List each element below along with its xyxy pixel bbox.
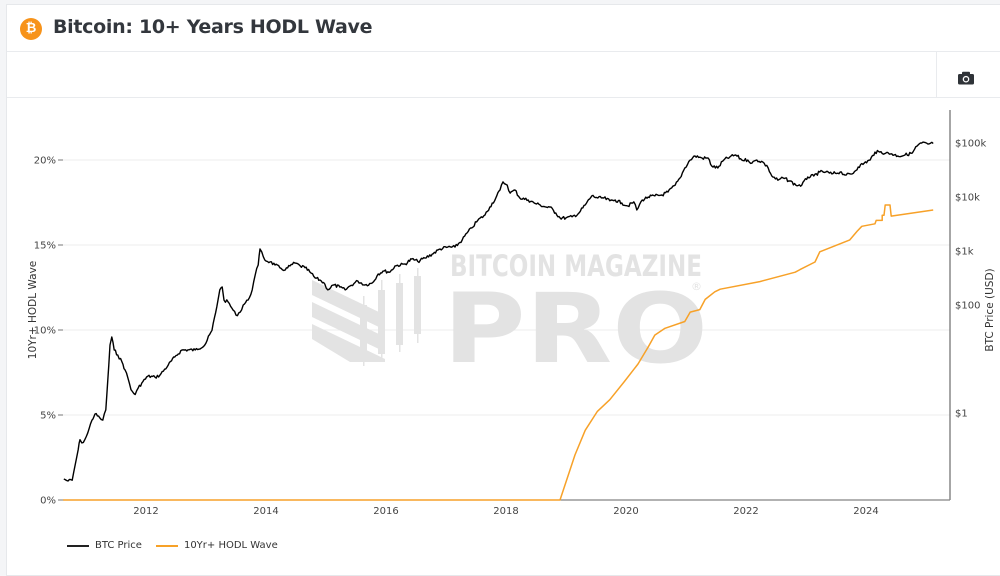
chart-card: ₿ Bitcoin: 10+ Years HODL Wave bbox=[6, 4, 1000, 576]
camera-icon bbox=[958, 71, 974, 85]
toolbar-divider bbox=[936, 52, 937, 97]
legend-swatch-btc-price bbox=[67, 544, 89, 547]
chart-toolbar bbox=[7, 52, 1000, 98]
legend-swatch-hodl-wave bbox=[155, 544, 178, 547]
x-tick-label: 2024 bbox=[853, 506, 878, 517]
x-tick-label: 2014 bbox=[253, 506, 278, 517]
legend-item-hodl-wave[interactable]: 10Yr+ HODL Wave bbox=[155, 540, 278, 551]
watermark-text-line2: PRO bbox=[443, 273, 708, 385]
watermark-logo-icon bbox=[312, 268, 421, 366]
x-tick-label: 2020 bbox=[613, 506, 638, 517]
bitcoin-logo-icon: ₿ bbox=[20, 18, 42, 40]
x-tick-label: 2016 bbox=[373, 506, 398, 517]
y-tick-label: 5% bbox=[40, 411, 56, 422]
screenshot-button[interactable] bbox=[957, 70, 987, 90]
y2-tick-label: $1k bbox=[955, 247, 974, 258]
y-tick-label: 15% bbox=[34, 241, 56, 252]
y2-tick-label: $100 bbox=[955, 301, 980, 312]
y-tick-label: 20% bbox=[34, 156, 56, 167]
legend-label: BTC Price bbox=[95, 540, 142, 551]
page-title: Bitcoin: 10+ Years HODL Wave bbox=[53, 16, 373, 38]
x-tick-label: 2018 bbox=[493, 506, 518, 517]
legend-item-btc-price[interactable]: BTC Price bbox=[67, 540, 142, 551]
y-tick-label: 10% bbox=[34, 326, 56, 337]
watermark: BITCOIN MAGAZINE PRO ® bbox=[312, 249, 708, 385]
series-line-btc-price bbox=[63, 141, 934, 482]
series-line-hodl-wave bbox=[63, 204, 934, 501]
x-tick-label: 2022 bbox=[733, 506, 758, 517]
y2-tick-label: $10k bbox=[955, 193, 980, 204]
y2-tick-label: $1 bbox=[955, 409, 968, 420]
y-axis-title: 10Yr+ HODL Wave bbox=[27, 261, 39, 359]
series-group bbox=[63, 141, 934, 501]
watermark-registered-mark: ® bbox=[691, 280, 702, 293]
legend: BTC Price 10Yr+ HODL Wave bbox=[67, 540, 292, 551]
y-tick-label: 0% bbox=[40, 496, 56, 507]
y2-tick-label: $100k bbox=[955, 139, 986, 150]
x-tick-label: 2012 bbox=[133, 506, 158, 517]
chart-header: ₿ Bitcoin: 10+ Years HODL Wave bbox=[7, 5, 1000, 52]
gridlines bbox=[63, 159, 950, 416]
legend-label: 10Yr+ HODL Wave bbox=[183, 540, 278, 551]
y2-axis-title: BTC Price (USD) bbox=[984, 268, 996, 351]
watermark-text-line1: BITCOIN MAGAZINE bbox=[450, 249, 702, 283]
